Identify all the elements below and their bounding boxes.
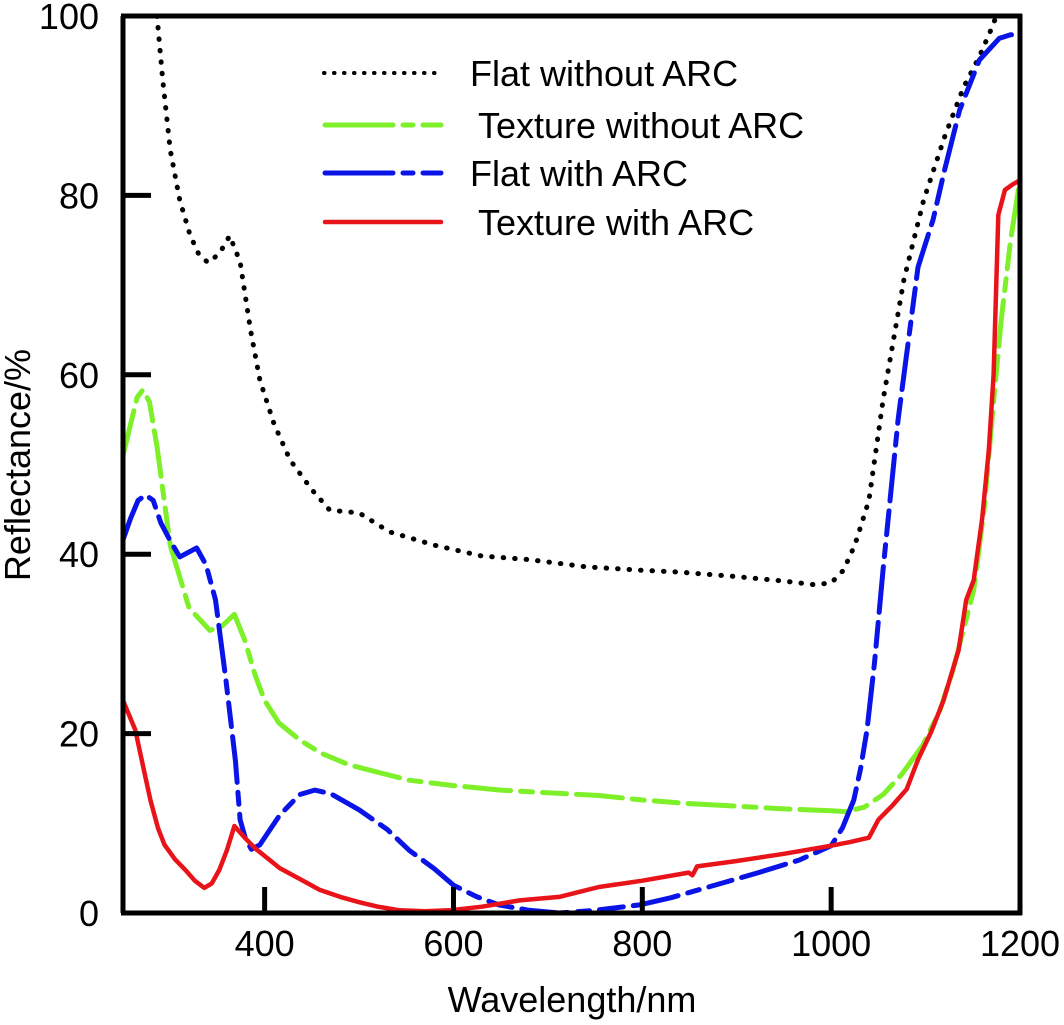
series-line-flat-without-arc [154, 13, 999, 588]
y-tick-label: 0 [79, 893, 99, 934]
series-line-texture-with-arc [120, 177, 1023, 914]
series-layer [120, 13, 1023, 916]
y-axis-title: Reflectance/% [0, 349, 38, 581]
legend-label: Texture with ARC [478, 202, 754, 243]
y-tick-label: 60 [59, 355, 99, 396]
y-tick-label: 20 [59, 714, 99, 755]
legend-label: Texture without ARC [478, 105, 804, 146]
y-tick-label: 80 [59, 175, 99, 216]
legend-item-texture-with-arc: Texture with ARC [322, 202, 754, 243]
ticks: 400 600 800 1000 1200 0 20 40 60 80 100 [39, 0, 1060, 964]
series-line-texture-without-arc [120, 176, 1023, 815]
axes [120, 13, 1023, 916]
x-tick-label: 1000 [791, 923, 871, 964]
x-tick-label: 1200 [980, 923, 1060, 964]
legend-background [318, 50, 884, 250]
legend-label: Flat with ARC [470, 153, 688, 194]
x-tick-label: 600 [423, 923, 483, 964]
legend-item-flat-with-arc: Flat with ARC [322, 153, 688, 194]
x-axis-title: Wavelength/nm [448, 979, 697, 1020]
legend-label: Flat without ARC [470, 53, 738, 94]
x-tick-label: 400 [235, 923, 295, 964]
y-tick-label: 100 [39, 0, 99, 37]
series-line-flat-with-arc [120, 32, 1023, 916]
legend-item-texture-without-arc: Texture without ARC [322, 105, 804, 146]
legend: Flat without ARC Texture without ARC Flat … [318, 50, 884, 250]
x-tick-label: 800 [612, 923, 672, 964]
legend-item-flat-without-arc: Flat without ARC [322, 53, 738, 94]
y-tick-label: 40 [59, 534, 99, 575]
